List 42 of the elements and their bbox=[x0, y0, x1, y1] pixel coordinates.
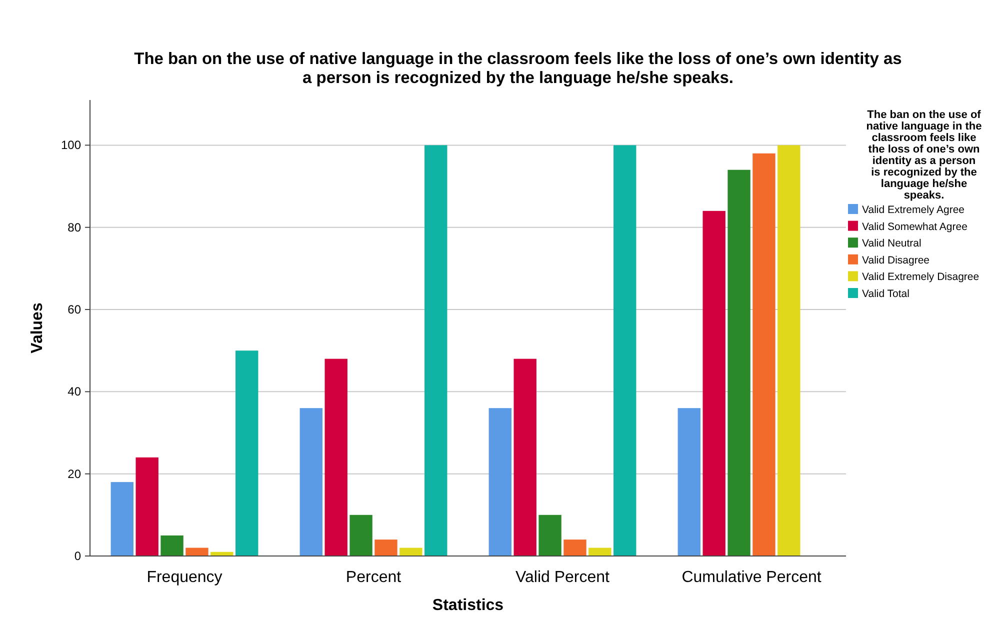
legend-label: Valid Disagree bbox=[862, 254, 930, 266]
legend-label: Valid Somewhat Agree bbox=[862, 220, 968, 233]
y-tick-label: 80 bbox=[68, 220, 82, 234]
legend-label: Valid Extremely Agree bbox=[862, 204, 965, 216]
bar bbox=[752, 153, 776, 556]
bar bbox=[702, 210, 726, 556]
bar bbox=[678, 408, 700, 556]
bar bbox=[236, 350, 258, 556]
bar bbox=[110, 482, 134, 556]
bar bbox=[588, 548, 612, 556]
x-tick-label: Cumulative Percent bbox=[682, 569, 822, 586]
bar bbox=[614, 145, 636, 556]
bar bbox=[424, 145, 448, 556]
bar bbox=[538, 514, 562, 556]
bar bbox=[350, 514, 372, 556]
bar bbox=[728, 170, 750, 556]
y-axis-title: Values bbox=[29, 302, 46, 354]
y-tick-label: 20 bbox=[68, 466, 82, 481]
bar bbox=[778, 145, 800, 556]
legend-title: The ban on the use of native language in the classroom feels like the loss of one’s own identity as a person is recognized by the language he/she speaks. bbox=[866, 109, 982, 202]
bar bbox=[374, 540, 398, 556]
y-tick-label: 40 bbox=[68, 384, 82, 399]
x-tick-label: Percent bbox=[346, 569, 402, 586]
bar bbox=[300, 408, 322, 556]
legend-label: Valid Neutral bbox=[862, 238, 922, 250]
legend-label: Valid Total bbox=[862, 288, 910, 300]
bar bbox=[186, 548, 208, 556]
y-tick-label: 100 bbox=[60, 138, 82, 152]
bar bbox=[514, 358, 536, 556]
bar bbox=[400, 548, 422, 556]
bar bbox=[160, 535, 184, 556]
x-tick-label: Valid Percent bbox=[516, 569, 610, 586]
bar bbox=[488, 408, 512, 556]
bar bbox=[564, 540, 586, 556]
x-axis-title: Statistics bbox=[432, 597, 504, 614]
legend-label: Valid Extremely Disagree bbox=[862, 271, 980, 284]
bar bbox=[136, 457, 158, 556]
y-tick-label: 0 bbox=[74, 549, 82, 563]
chart-title: The ban on the use of native language in the classroom feels like the loss of one’s own identity as a person is recognized by the language he/she speaks. bbox=[134, 50, 902, 87]
x-tick-label: Frequency bbox=[146, 569, 222, 586]
y-tick-label: 60 bbox=[68, 302, 82, 317]
bar bbox=[324, 358, 348, 556]
